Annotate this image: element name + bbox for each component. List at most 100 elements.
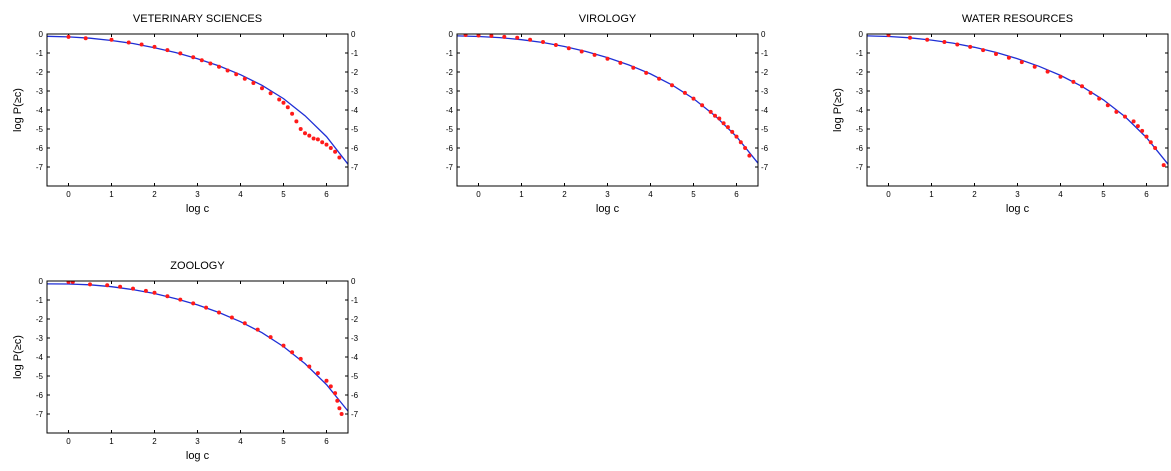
data-point [225,68,230,73]
x-tick-label: 5 [1101,190,1106,199]
data-point [670,83,674,88]
data-point [315,371,320,376]
y-tick-label-right: -6 [351,391,359,400]
y-tick-label-right: -7 [351,163,359,172]
data-point [298,356,303,361]
data-point [66,34,71,39]
y-tick-label-right: -3 [761,87,769,96]
data-point [337,406,342,411]
data-point [307,133,312,138]
y-tick-label-right: -1 [761,49,769,58]
chart-title: VIROLOGY [579,13,637,25]
data-point [126,40,131,45]
x-tick-label: 6 [324,190,329,199]
x-tick-label: 0 [66,190,71,199]
data-point [143,288,148,293]
data-point [255,327,260,332]
data-point [528,37,533,42]
data-point [204,305,209,310]
data-point [1019,60,1024,65]
data-point [1131,119,1136,124]
data-point [1114,109,1119,114]
data-point [463,34,468,37]
data-point [333,149,338,154]
data-point [955,42,960,47]
y-tick-label-right: 0 [351,30,356,39]
data-point [489,34,494,38]
y-tick-label: -7 [36,410,44,419]
x-tick-label: 2 [972,190,977,199]
x-tick-label: 0 [66,437,71,446]
data-point [502,34,507,39]
data-point [618,60,623,65]
data-point [644,70,649,75]
y-tick-label-right: -7 [761,163,769,172]
plot-frame [456,33,759,187]
fit-line [457,35,758,164]
data-point [285,105,290,110]
x-tick-label: 2 [152,190,157,199]
y-tick-label: -1 [36,296,44,305]
data-point [208,61,213,66]
data-point [281,343,286,348]
y-axis-label: log P(≥c) [12,335,24,379]
plot-frame [866,33,1169,187]
y-tick-label-right: -4 [351,106,359,115]
fit-line [47,35,348,165]
data-point [290,111,295,116]
data-point [234,72,239,77]
y-tick-label: -1 [856,49,864,58]
data-point [277,97,282,102]
y-tick-label-right: -6 [761,144,769,153]
x-tick-label: 5 [691,190,696,199]
data-point [1148,140,1153,145]
data-point [105,283,110,288]
data-point [152,290,157,295]
y-tick-label: -5 [36,125,44,134]
data-point [1006,55,1011,60]
y-tick-label-right: -2 [351,315,359,324]
data-point [328,146,333,150]
data-point [298,127,303,131]
y-tick-label: -4 [446,106,454,115]
data-point [657,76,662,81]
y-tick-label-right: -4 [351,353,359,362]
data-point [109,37,114,42]
fit-line [47,283,348,412]
data-point [178,51,183,56]
y-tick-label: 0 [39,277,44,286]
data-point [307,364,312,369]
y-tick-label-right: -1 [351,49,359,58]
y-tick-label-right: 0 [761,30,766,39]
data-point [1135,124,1140,129]
y-tick-label-right: -6 [351,144,359,153]
data-point [320,140,325,145]
y-tick-label-right: -4 [761,106,769,115]
data-point [476,34,481,38]
y-tick-label: -6 [446,144,454,153]
data-point [251,81,256,85]
x-tick-label: 3 [1015,190,1020,199]
x-tick-label: 0 [476,190,481,199]
data-point [717,116,722,121]
data-point [268,91,273,96]
data-point [324,378,329,383]
y-tick-label-right: -5 [761,125,769,134]
y-tick-label: -3 [856,87,864,96]
data-point [290,350,295,355]
data-point [152,44,157,49]
x-tick-label: 6 [324,437,329,446]
panel-virology: VIROLOGY 0 1 2 3 4 5 6 0 0 -1 -1 -2 -2 -3 -3 -4 -4 -5 -5 -6 -… [446,13,769,215]
data-point [66,281,71,284]
data-point [605,56,610,61]
panel-water-resources: WATER RESOURCES012345600-1-1-2-2-3-3-4-4… [832,13,1169,215]
data-point [328,384,333,389]
data-point [165,294,170,299]
x-tick-label: 1 [109,190,114,199]
panel-zoology: ZOOLOGY 0 1 2 3 4 5 6 0 0 -1 -1 -2 -2 -3 -3 -4 -4 -5 -5 -6 -6… [12,260,359,462]
data-point [281,100,286,105]
data-point [165,48,170,53]
data-point [217,64,221,69]
data-point [981,48,986,53]
data-point [333,391,338,396]
